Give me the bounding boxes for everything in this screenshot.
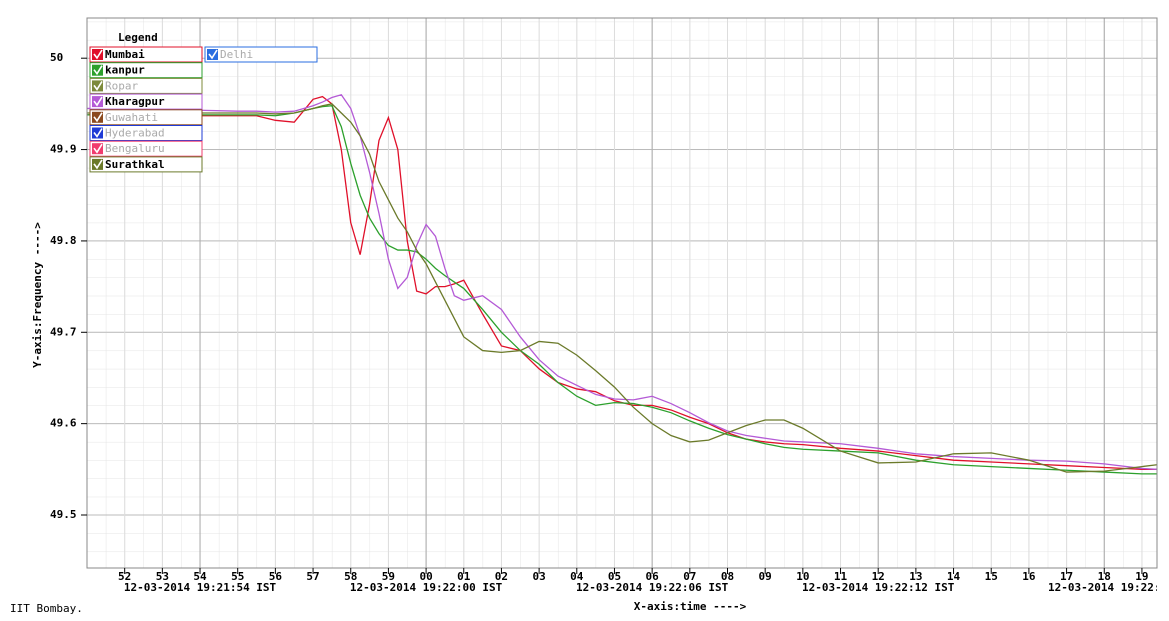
legend-label: Guwahati bbox=[105, 111, 158, 124]
y-tick-label: 50 bbox=[50, 51, 63, 64]
x-tick-label: 59 bbox=[382, 570, 395, 583]
x-tick-label: 04 bbox=[570, 570, 584, 583]
axes: 49.5 49.6 49.7 49.8 49.9 50 52 53 54 55 56 57 58 59 00… bbox=[50, 51, 1161, 594]
legend-check bbox=[93, 143, 103, 154]
y-tick-label: 49.9 bbox=[50, 143, 77, 156]
legend-entry[interactable] bbox=[89, 46, 203, 63]
x-date-label: 12-03-2014 19:22:06 IST bbox=[576, 581, 729, 594]
legend-entry[interactable] bbox=[89, 62, 203, 79]
legend-check bbox=[93, 159, 103, 170]
legend-label: Hyderabad bbox=[105, 127, 165, 140]
legend-check bbox=[93, 96, 103, 107]
legend-label: Bengaluru bbox=[105, 142, 165, 155]
x-tick-label: 53 bbox=[156, 570, 169, 583]
y-tick-label: 49.8 bbox=[50, 234, 77, 247]
legend-swatch bbox=[92, 143, 103, 155]
legend-swatch bbox=[92, 49, 103, 60]
x-tick-label: 55 bbox=[231, 570, 244, 583]
legend-entry[interactable] bbox=[89, 140, 203, 157]
legend-label: Kharagpur bbox=[105, 95, 165, 108]
legend-entry[interactable] bbox=[89, 125, 203, 141]
legend: Legend Mumbai Delhi kanpur Ropar Kharagpur Gu… bbox=[89, 31, 318, 173]
legend-swatch bbox=[92, 127, 103, 139]
x-tick-label: 08 bbox=[721, 570, 734, 583]
x-tick-label: 07 bbox=[683, 570, 696, 583]
x-tick-label: 57 bbox=[306, 570, 319, 583]
legend-entry[interactable] bbox=[89, 109, 203, 126]
x-date-label: 12-03-2014 19:22: bbox=[1048, 581, 1161, 594]
legend-check bbox=[93, 80, 103, 91]
x-tick-label: 09 bbox=[759, 570, 772, 583]
x-date-label: 12-03-2014 19:21:54 IST bbox=[124, 581, 277, 594]
series-line bbox=[87, 95, 1157, 470]
legend-check bbox=[93, 49, 103, 60]
x-tick-label: 02 bbox=[495, 570, 508, 583]
legend-swatch bbox=[92, 158, 103, 170]
x-tick-label: 52 bbox=[118, 570, 131, 583]
minor-grid bbox=[87, 18, 1157, 568]
x-tick-label: 18 bbox=[1098, 570, 1111, 583]
x-tick-label: 10 bbox=[796, 570, 809, 583]
legend-label: kanpur bbox=[105, 64, 145, 77]
legend-check bbox=[93, 65, 103, 76]
x-tick-label: 19 bbox=[1135, 570, 1148, 583]
x-tick-label: 05 bbox=[608, 570, 621, 583]
legend-swatch bbox=[92, 64, 103, 76]
x-tick-label: 13 bbox=[909, 570, 922, 583]
legend-label: Delhi bbox=[220, 48, 253, 61]
series-line bbox=[87, 103, 1157, 473]
x-tick-label: 06 bbox=[646, 570, 660, 583]
legend-label: Surathkal bbox=[105, 158, 165, 171]
x-tick-label: 56 bbox=[269, 570, 283, 583]
y-axis-label: Y-axis:Frequency ----> bbox=[31, 222, 44, 368]
legend-label: Ropar bbox=[105, 79, 138, 92]
lines bbox=[87, 93, 1157, 475]
legend-label: Mumbai bbox=[105, 48, 145, 61]
legend-check bbox=[93, 128, 103, 138]
x-tick-label: 54 bbox=[193, 570, 207, 583]
y-tick-label: 49.6 bbox=[50, 417, 77, 430]
x-tick-label: 03 bbox=[532, 570, 545, 583]
x-tick-label: 15 bbox=[985, 570, 998, 583]
y-tick-label: 49.7 bbox=[50, 325, 77, 338]
legend-check bbox=[93, 112, 103, 123]
x-tick-label: 12 bbox=[872, 570, 885, 583]
legend-entry[interactable] bbox=[89, 77, 203, 94]
legend-entry[interactable] bbox=[89, 93, 203, 110]
x-date-label: 12-03-2014 19:22:12 IST bbox=[802, 581, 955, 594]
legend-swatch bbox=[92, 96, 103, 108]
x-tick-label: 17 bbox=[1060, 570, 1073, 583]
x-tick-label: 11 bbox=[834, 570, 848, 583]
x-tick-label: 00 bbox=[419, 570, 432, 583]
x-date-label: 12-03-2014 19:22:00 IST bbox=[350, 581, 503, 594]
x-tick-label: 14 bbox=[947, 570, 961, 583]
legend-swatch bbox=[92, 80, 103, 92]
legend-swatch bbox=[92, 111, 103, 123]
plot-frame bbox=[86, 17, 1158, 569]
legend-entry[interactable] bbox=[204, 46, 318, 63]
y-tick-label: 49.5 bbox=[50, 508, 77, 521]
x-tick-label: 16 bbox=[1022, 570, 1036, 583]
footer: IIT Bombay. bbox=[10, 602, 83, 615]
legend-title: Legend bbox=[118, 31, 158, 44]
legend-check bbox=[208, 49, 218, 60]
grid bbox=[87, 18, 1157, 568]
x-axis-label: X-axis:time ----> bbox=[634, 600, 747, 613]
x-tick-label: 58 bbox=[344, 570, 357, 583]
legend-swatch bbox=[207, 49, 218, 60]
legend-entry[interactable] bbox=[89, 156, 203, 173]
series-line bbox=[87, 93, 1157, 470]
x-tick-label: 01 bbox=[457, 570, 471, 583]
